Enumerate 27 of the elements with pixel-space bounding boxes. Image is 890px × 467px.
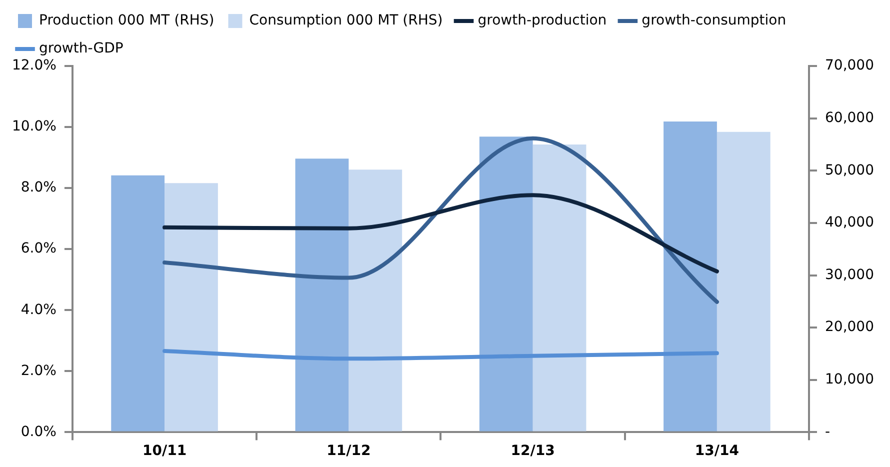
y-tick-label: 2.0% [20,362,56,379]
y2-tick-label: 30,000 [825,266,874,283]
line-series [162,193,719,274]
legend-label: Consumption 000 MT (RHS) [249,12,443,29]
y-tick-label: 4.0% [20,302,56,318]
y-tick-label: 6.0% [20,240,56,257]
legend-label: Production 000 MT (RHS) [39,12,214,29]
y-tick-label: 10.0% [12,118,56,135]
y2-tick-label: 20,000 [825,319,874,336]
x-tick-label: 11/12 [326,443,371,460]
x-tick-label: 12/13 [510,443,555,460]
line-series [162,349,719,361]
y-tick-label: 12.0% [12,58,56,74]
legend-label: growth-GDP [39,40,124,57]
y2-tick-label: 60,000 [825,110,874,126]
y2-tick-label: 10,000 [825,372,874,388]
y2-tick-label: 50,000 [825,162,874,178]
legend-label: growth-production [478,12,607,29]
x-tick-label: 13/14 [694,443,740,460]
y2-tick-label: 40,000 [825,214,874,231]
y-tick-label: 0.0% [20,424,56,440]
y2-tick-label: 70,000 [825,58,874,74]
line-series [162,136,719,304]
legend-label: growth-consumption [642,12,786,29]
y-tick-label: 8.0% [20,180,56,196]
y2-tick-label: - [825,424,830,440]
x-tick-label: 10/11 [142,443,187,460]
